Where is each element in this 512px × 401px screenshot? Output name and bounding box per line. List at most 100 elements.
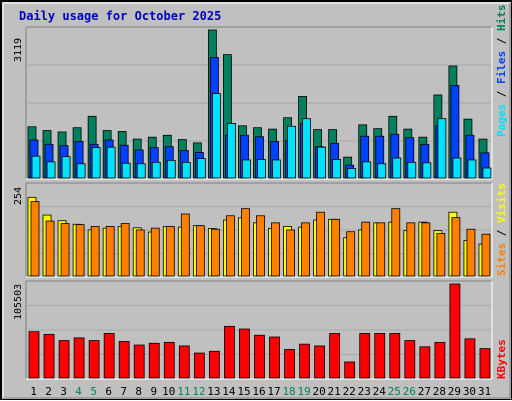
- sites-bar: [406, 222, 416, 277]
- sites-bar: [271, 222, 280, 277]
- pages-bar: [211, 93, 221, 179]
- day-label: 16: [252, 385, 265, 398]
- kbytes-bar: [239, 328, 250, 379]
- kbytes-bar: [163, 341, 175, 379]
- sites-bar: [45, 220, 55, 277]
- pages-bar: [76, 163, 86, 179]
- legend-hits-files-pages: Pages / Files / Hits: [495, 5, 508, 138]
- kbytes-bar: [479, 348, 491, 379]
- kbytes-bar: [419, 346, 431, 379]
- sites-bar: [466, 228, 476, 277]
- kbytes-bar: [359, 333, 371, 379]
- kbytes-bar: [178, 345, 190, 379]
- day-label: 22: [343, 385, 356, 398]
- day-label: 4: [75, 385, 82, 398]
- kbytes-bar: [389, 333, 401, 379]
- sites-bar: [256, 215, 265, 277]
- pages-bar: [61, 156, 71, 179]
- day-label: 2: [45, 385, 52, 398]
- kbytes-bar: [344, 361, 356, 379]
- day-label: 18: [282, 385, 295, 398]
- kbytes-bar: [314, 345, 326, 379]
- pages-bar: [46, 161, 56, 179]
- kbytes-bar: [299, 343, 310, 379]
- pages-bar: [121, 162, 131, 179]
- sites-bar: [331, 218, 341, 277]
- pages-bar: [151, 161, 161, 179]
- day-label: 15: [237, 385, 250, 398]
- kbytes-bar: [269, 336, 280, 379]
- day-label: 24: [373, 385, 387, 398]
- day-label: 9: [150, 385, 157, 398]
- sites-bar: [346, 231, 356, 277]
- sites-bar: [180, 213, 190, 277]
- kbytes-bar: [374, 333, 386, 379]
- sites-bar: [226, 215, 235, 277]
- pages-bar: [482, 167, 492, 179]
- pages-bar: [31, 155, 41, 179]
- sites-bar: [105, 225, 115, 277]
- sites-bar: [286, 229, 295, 277]
- pages-bar: [317, 146, 327, 179]
- day-label: 25: [388, 385, 401, 398]
- sites-bar: [361, 221, 371, 277]
- pages-bar: [136, 163, 146, 179]
- sites-bar: [301, 222, 310, 277]
- sites-bar: [195, 225, 205, 277]
- kbytes-bar: [133, 344, 145, 379]
- day-label: 8: [135, 385, 142, 398]
- day-label: 27: [418, 385, 431, 398]
- chart-title: Daily usage for October 2025: [19, 9, 221, 23]
- kbytes-bar: [224, 325, 235, 379]
- legend-kbytes: KBytes: [495, 339, 508, 379]
- day-label: 21: [328, 385, 341, 398]
- legend-visits: Visits: [495, 183, 508, 223]
- day-label: 5: [90, 385, 97, 398]
- day-label: 19: [297, 385, 310, 398]
- pages-bar: [392, 157, 402, 179]
- kbytes-bar: [464, 338, 476, 379]
- day-label: 31: [478, 385, 491, 398]
- pages-bar: [91, 147, 101, 179]
- legend-sep-2: /: [495, 31, 508, 51]
- sites-bar: [150, 227, 160, 277]
- kbytes-bar: [193, 352, 205, 379]
- kbytes-bar: [284, 349, 295, 379]
- sites-bar: [165, 225, 175, 277]
- legend-sites: Sites: [495, 243, 508, 276]
- kbytes-ymax-label: 105503: [13, 284, 24, 320]
- pages-bar: [407, 161, 417, 179]
- kbytes-bar: [329, 333, 341, 379]
- kbytes-bar: [73, 337, 85, 379]
- chart-panels: [25, 26, 493, 380]
- pages-bar: [287, 125, 296, 179]
- pages-bar: [227, 123, 236, 179]
- pages-bar: [272, 159, 281, 179]
- pages-bar: [242, 159, 251, 179]
- kbytes-bar: [28, 331, 40, 379]
- day-label: 30: [463, 385, 476, 398]
- day-labels: 1 2 3 4 5 6 7 8 9 10 11 12 13 14 15 16 17 18 19 20 21 22 23 24 2…: [30, 385, 491, 398]
- pages-bar: [467, 159, 477, 179]
- pages-bar: [181, 161, 191, 179]
- day-label: 1: [30, 385, 37, 398]
- kbytes-bar: [449, 283, 461, 379]
- day-label: 7: [120, 385, 127, 398]
- legend-hits: Hits: [495, 5, 508, 32]
- sites-bar: [75, 224, 85, 277]
- kbytes-bar: [88, 340, 100, 379]
- sites-bar: [135, 229, 145, 277]
- sites-bar: [436, 233, 446, 277]
- day-label: 29: [448, 385, 461, 398]
- day-label: 28: [433, 385, 446, 398]
- pages-bar: [302, 118, 311, 179]
- sites-bar: [421, 222, 431, 277]
- sites-bar: [481, 233, 491, 277]
- day-label: 6: [105, 385, 112, 398]
- sites-bar: [30, 201, 40, 277]
- kbytes-bar: [254, 334, 265, 379]
- kbytes-bar: [148, 342, 160, 379]
- sites-bar: [391, 208, 401, 277]
